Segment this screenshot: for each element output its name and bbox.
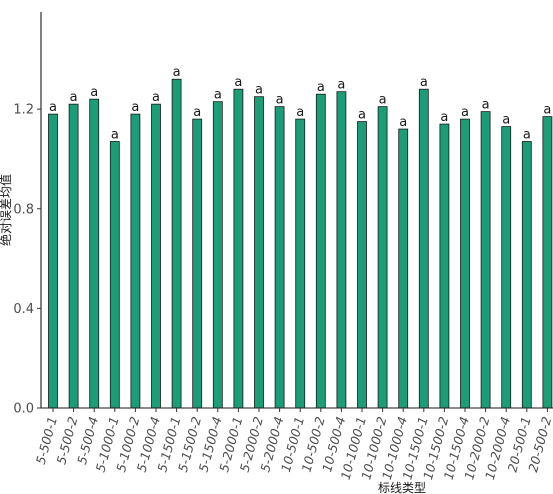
- data-label-20-500-2: a: [543, 103, 551, 118]
- bar-5-500-1: [48, 113, 58, 409]
- bar-10-1500-4: [460, 118, 470, 409]
- data-label-10-1000-2: a: [379, 93, 387, 108]
- bar-10-1000-2: [377, 106, 388, 409]
- data-label-20-500-1: a: [523, 128, 531, 143]
- bar-5-500-2: [68, 103, 79, 409]
- y-axis-ticks: 0.0 0.4 0.8 1.2: [13, 103, 41, 417]
- bar-20-500-2: [542, 116, 553, 409]
- data-label-5-2000-1: a: [234, 75, 242, 90]
- data-label-10-500-4: a: [337, 78, 345, 93]
- bar-10-1500-1: [418, 88, 429, 409]
- y-tick-label: 0.8: [13, 202, 34, 217]
- bar-10-500-2: [315, 93, 326, 409]
- bar-5-1000-2: [130, 113, 141, 409]
- bars-group: [48, 78, 553, 409]
- x-axis-ticks: 5-500-15-500-25-500-45-1000-15-1000-25-1…: [33, 408, 553, 481]
- data-label-10-2000-2: a: [482, 98, 490, 113]
- bar-10-500-1: [295, 118, 306, 409]
- bar-5-1500-1: [171, 78, 182, 409]
- y-tick-label: 0.0: [13, 402, 34, 417]
- data-label-5-1500-1: a: [173, 65, 181, 80]
- data-label-5-2000-4: a: [276, 93, 284, 108]
- bar-5-1500-4: [212, 101, 223, 409]
- data-label-10-1500-2: a: [440, 110, 448, 125]
- bar-5-2000-1: [233, 88, 244, 409]
- bar-10-1000-4: [398, 128, 409, 409]
- bar-10-1000-1: [357, 121, 367, 409]
- data-label-5-1000-1: a: [111, 128, 119, 143]
- y-axis-title: 绝对误差均值: [0, 174, 13, 246]
- bar-10-1500-2: [439, 123, 450, 409]
- data-label-5-1500-2: a: [193, 105, 201, 120]
- data-label-5-2000-2: a: [255, 83, 263, 98]
- bar-10-500-4: [336, 91, 347, 409]
- bar-5-2000-2: [254, 96, 264, 409]
- data-label-10-1000-4: a: [399, 115, 407, 130]
- y-tick-label: 1.2: [13, 103, 34, 118]
- y-tick-label: 0.4: [13, 302, 34, 317]
- data-label-5-500-4: a: [90, 85, 98, 100]
- data-label-5-1500-4: a: [214, 88, 222, 103]
- bar-5-500-4: [89, 98, 100, 409]
- bar-5-1000-4: [151, 103, 161, 409]
- bar-5-1000-1: [109, 141, 120, 409]
- data-label-5-500-2: a: [70, 90, 78, 105]
- bar-10-2000-4: [501, 126, 512, 409]
- data-label-10-1500-4: a: [461, 105, 469, 120]
- data-label-5-1000-2: a: [131, 100, 139, 115]
- x-axis-title: 标线类型: [378, 481, 426, 494]
- data-label-10-2000-4: a: [502, 113, 510, 128]
- bar-5-2000-4: [274, 106, 285, 409]
- data-label-5-1000-4: a: [152, 90, 160, 105]
- data-label-10-500-2: a: [317, 80, 325, 95]
- data-label-10-1500-1: a: [420, 75, 428, 90]
- data-label-10-500-1: a: [296, 105, 304, 120]
- bar-5-1500-2: [192, 118, 203, 409]
- data-label-5-500-1: a: [49, 100, 57, 115]
- bar-10-2000-2: [480, 111, 491, 409]
- data-label-10-1000-1: a: [358, 108, 366, 123]
- bar-20-500-1: [521, 141, 532, 409]
